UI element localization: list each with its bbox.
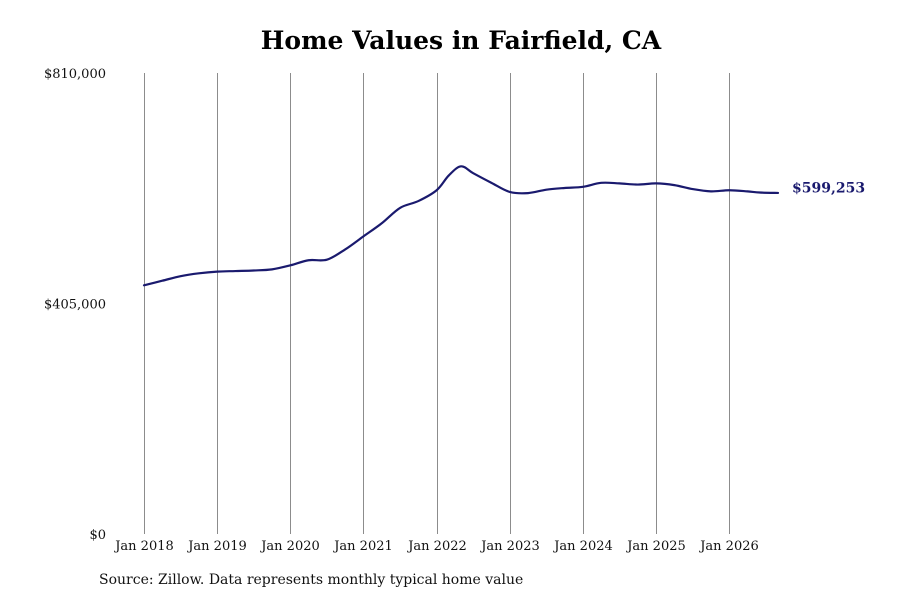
y-tick-label: $810,000 [44,67,106,82]
x-tick-label: Jan 2019 [186,539,247,554]
source-note: Source: Zillow. Data represents monthly … [99,572,524,588]
y-axis-tick-labels: $0 $405,000 $810,000 [44,67,106,543]
x-tick-label: Jan 2018 [113,539,174,554]
x-tick-label: Jan 2021 [332,539,393,554]
grid-lines [144,73,730,534]
x-axis-tick-labels: Jan 2018 Jan 2019 Jan 2020 Jan 2021 Jan 2022… [113,539,759,554]
x-tick-label: Jan 2020 [259,539,320,554]
x-tick-label: Jan 2026 [698,539,759,554]
y-tick-label: $405,000 [44,298,106,313]
x-tick-label: Jan 2022 [406,539,467,554]
series-end-value-label: $599,253 [792,180,865,196]
y-tick-label: $0 [89,528,106,543]
series-line-home-value [142,165,780,287]
x-tick-label: Jan 2023 [479,539,540,554]
x-tick-label: Jan 2025 [625,539,686,554]
chart-title: Home Values in Fairfield, CA [260,26,662,55]
series-group: $599,253 [142,165,865,287]
x-tick-label: Jan 2024 [552,539,613,554]
